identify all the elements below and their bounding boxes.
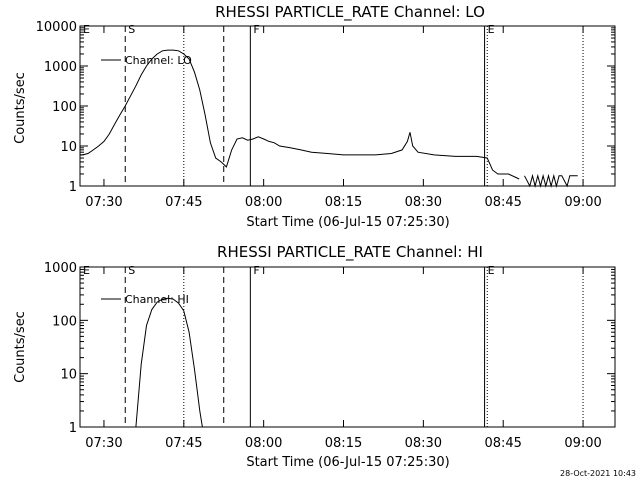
x-tick-label: 07:30: [85, 436, 122, 451]
event-marker-label: F: [253, 23, 259, 36]
chart-hi-ylabel: Counts/sec: [13, 311, 28, 383]
x-tick-label: 08:45: [484, 436, 521, 451]
event-marker-label: F: [253, 264, 259, 277]
event-marker-label: S: [128, 23, 135, 36]
series-line: [80, 49, 520, 180]
y-tick-label: 10: [60, 140, 77, 155]
chart-hi-marks: 07:30 07:45 08:00 08:15 08:30 08:45 09:00 1 10 10…: [44, 261, 616, 451]
y-tick-label: 100: [52, 100, 77, 115]
chart-hi-title: RHESSI PARTICLE_RATE Channel: HI: [217, 243, 483, 262]
chart-lo-ylabel: Counts/sec: [13, 72, 28, 144]
x-tick-label: 09:00: [564, 436, 601, 451]
chart-hi-legend-label: Channel: HI: [125, 293, 189, 306]
y-tick-label: 1000: [44, 60, 77, 75]
x-tick-label: 09:00: [564, 195, 601, 210]
series-line: [524, 173, 578, 188]
x-tick-label: 08:15: [325, 436, 362, 451]
x-tick-label: 07:45: [165, 436, 202, 451]
x-tick-label: 08:00: [245, 436, 282, 451]
chart-hi-panel: RHESSI PARTICLE_RATE Channel: HI Counts/…: [13, 243, 616, 470]
chart-hi-xlabel: Start Time (06-Jul-15 07:25:30): [246, 455, 449, 470]
y-tick-label: 1000: [44, 261, 77, 276]
y-tick-label: 100: [52, 314, 77, 329]
timestamp: 28-Oct-2021 10:43: [560, 469, 636, 478]
plot-frame: [79, 25, 616, 187]
chart-lo-title: RHESSI PARTICLE_RATE Channel: LO: [215, 3, 485, 22]
y-tick-label: 10: [60, 368, 77, 383]
event-marker-label: E: [488, 23, 495, 36]
event-marker-label: E: [83, 23, 90, 36]
y-tick-label: 10000: [36, 20, 77, 35]
series-line: [135, 297, 203, 428]
y-tick-label: 1: [69, 421, 77, 436]
x-tick-label: 08:30: [405, 195, 442, 210]
chart-lo-legend-label: Channel: LO: [125, 54, 192, 67]
x-tick-label: 08:15: [325, 195, 362, 210]
chart-lo-marks: 07:30 07:45 08:00 08:15 08:30 08:45 09:00 1 10 10…: [36, 20, 616, 210]
x-tick-label: 08:00: [245, 195, 282, 210]
x-tick-label: 07:45: [165, 195, 202, 210]
chart-lo-panel: RHESSI PARTICLE_RATE Channel: LO Counts/…: [13, 3, 616, 230]
y-tick-label: 1: [69, 180, 77, 195]
event-marker-label: E: [83, 264, 90, 277]
x-tick-label: 08:30: [405, 436, 442, 451]
x-tick-label: 08:45: [484, 195, 521, 210]
event-marker-label: S: [128, 264, 135, 277]
chart-hi-legend: Channel: HI: [101, 293, 189, 306]
chart-lo-legend: Channel: LO: [101, 54, 192, 67]
chart-lo-xlabel: Start Time (06-Jul-15 07:25:30): [246, 215, 449, 230]
event-marker-label: E: [488, 264, 495, 277]
x-tick-label: 07:30: [85, 195, 122, 210]
plot-frame: [79, 266, 616, 428]
